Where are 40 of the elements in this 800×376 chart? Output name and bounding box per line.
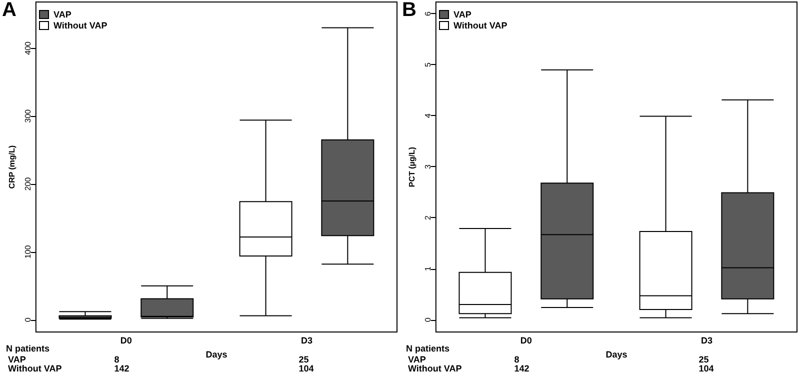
x-tick-label: D3 <box>300 336 312 346</box>
text: 142 <box>514 364 530 374</box>
text: 25 <box>698 354 709 364</box>
x-tick-label: D3 <box>700 336 712 346</box>
text: Without VAP <box>8 364 62 374</box>
text: N patients <box>406 344 450 354</box>
y-tick-label: 6 <box>423 10 432 16</box>
legend-label: Without VAP <box>54 20 108 30</box>
text: 25 <box>298 354 309 364</box>
text: 8 <box>514 354 520 364</box>
y-tick-label: 200 <box>23 176 32 191</box>
text: VAP <box>8 354 26 364</box>
y-tick-label: 2 <box>423 214 432 220</box>
y-tick-label: 400 <box>23 40 32 55</box>
y-tick-label: 4 <box>423 112 432 118</box>
y-tick-label: 5 <box>423 62 432 67</box>
y-axis-title: CRP (mg/L) <box>8 144 16 189</box>
legend-label: Without VAP <box>454 20 508 30</box>
y-tick-label: 0 <box>23 317 32 322</box>
y-tick-label: 300 <box>23 108 32 123</box>
text: 104 <box>698 364 714 374</box>
y-axis-title: PCT (µg/L) <box>408 146 416 188</box>
chart-title: A <box>2 0 16 21</box>
y-tick-label: 1 <box>423 266 432 271</box>
y-tick-label: 3 <box>423 164 432 169</box>
text: Without VAP <box>408 364 462 374</box>
text: 104 <box>298 364 314 374</box>
y-tick-label: 0 <box>423 316 432 322</box>
text: 142 <box>114 364 130 374</box>
text: 8 <box>114 354 120 364</box>
legend-label: VAP <box>54 10 72 20</box>
x-tick-label: D0 <box>520 336 532 346</box>
text: VAP <box>408 354 426 364</box>
x-axis-title: Days <box>606 349 628 360</box>
legend-label: VAP <box>454 10 472 20</box>
chart-title: B <box>402 0 416 21</box>
text: N patients <box>6 344 50 354</box>
x-tick-label: D0 <box>120 336 132 346</box>
y-tick-label: 100 <box>23 244 32 259</box>
x-axis-title: Days <box>206 349 228 360</box>
